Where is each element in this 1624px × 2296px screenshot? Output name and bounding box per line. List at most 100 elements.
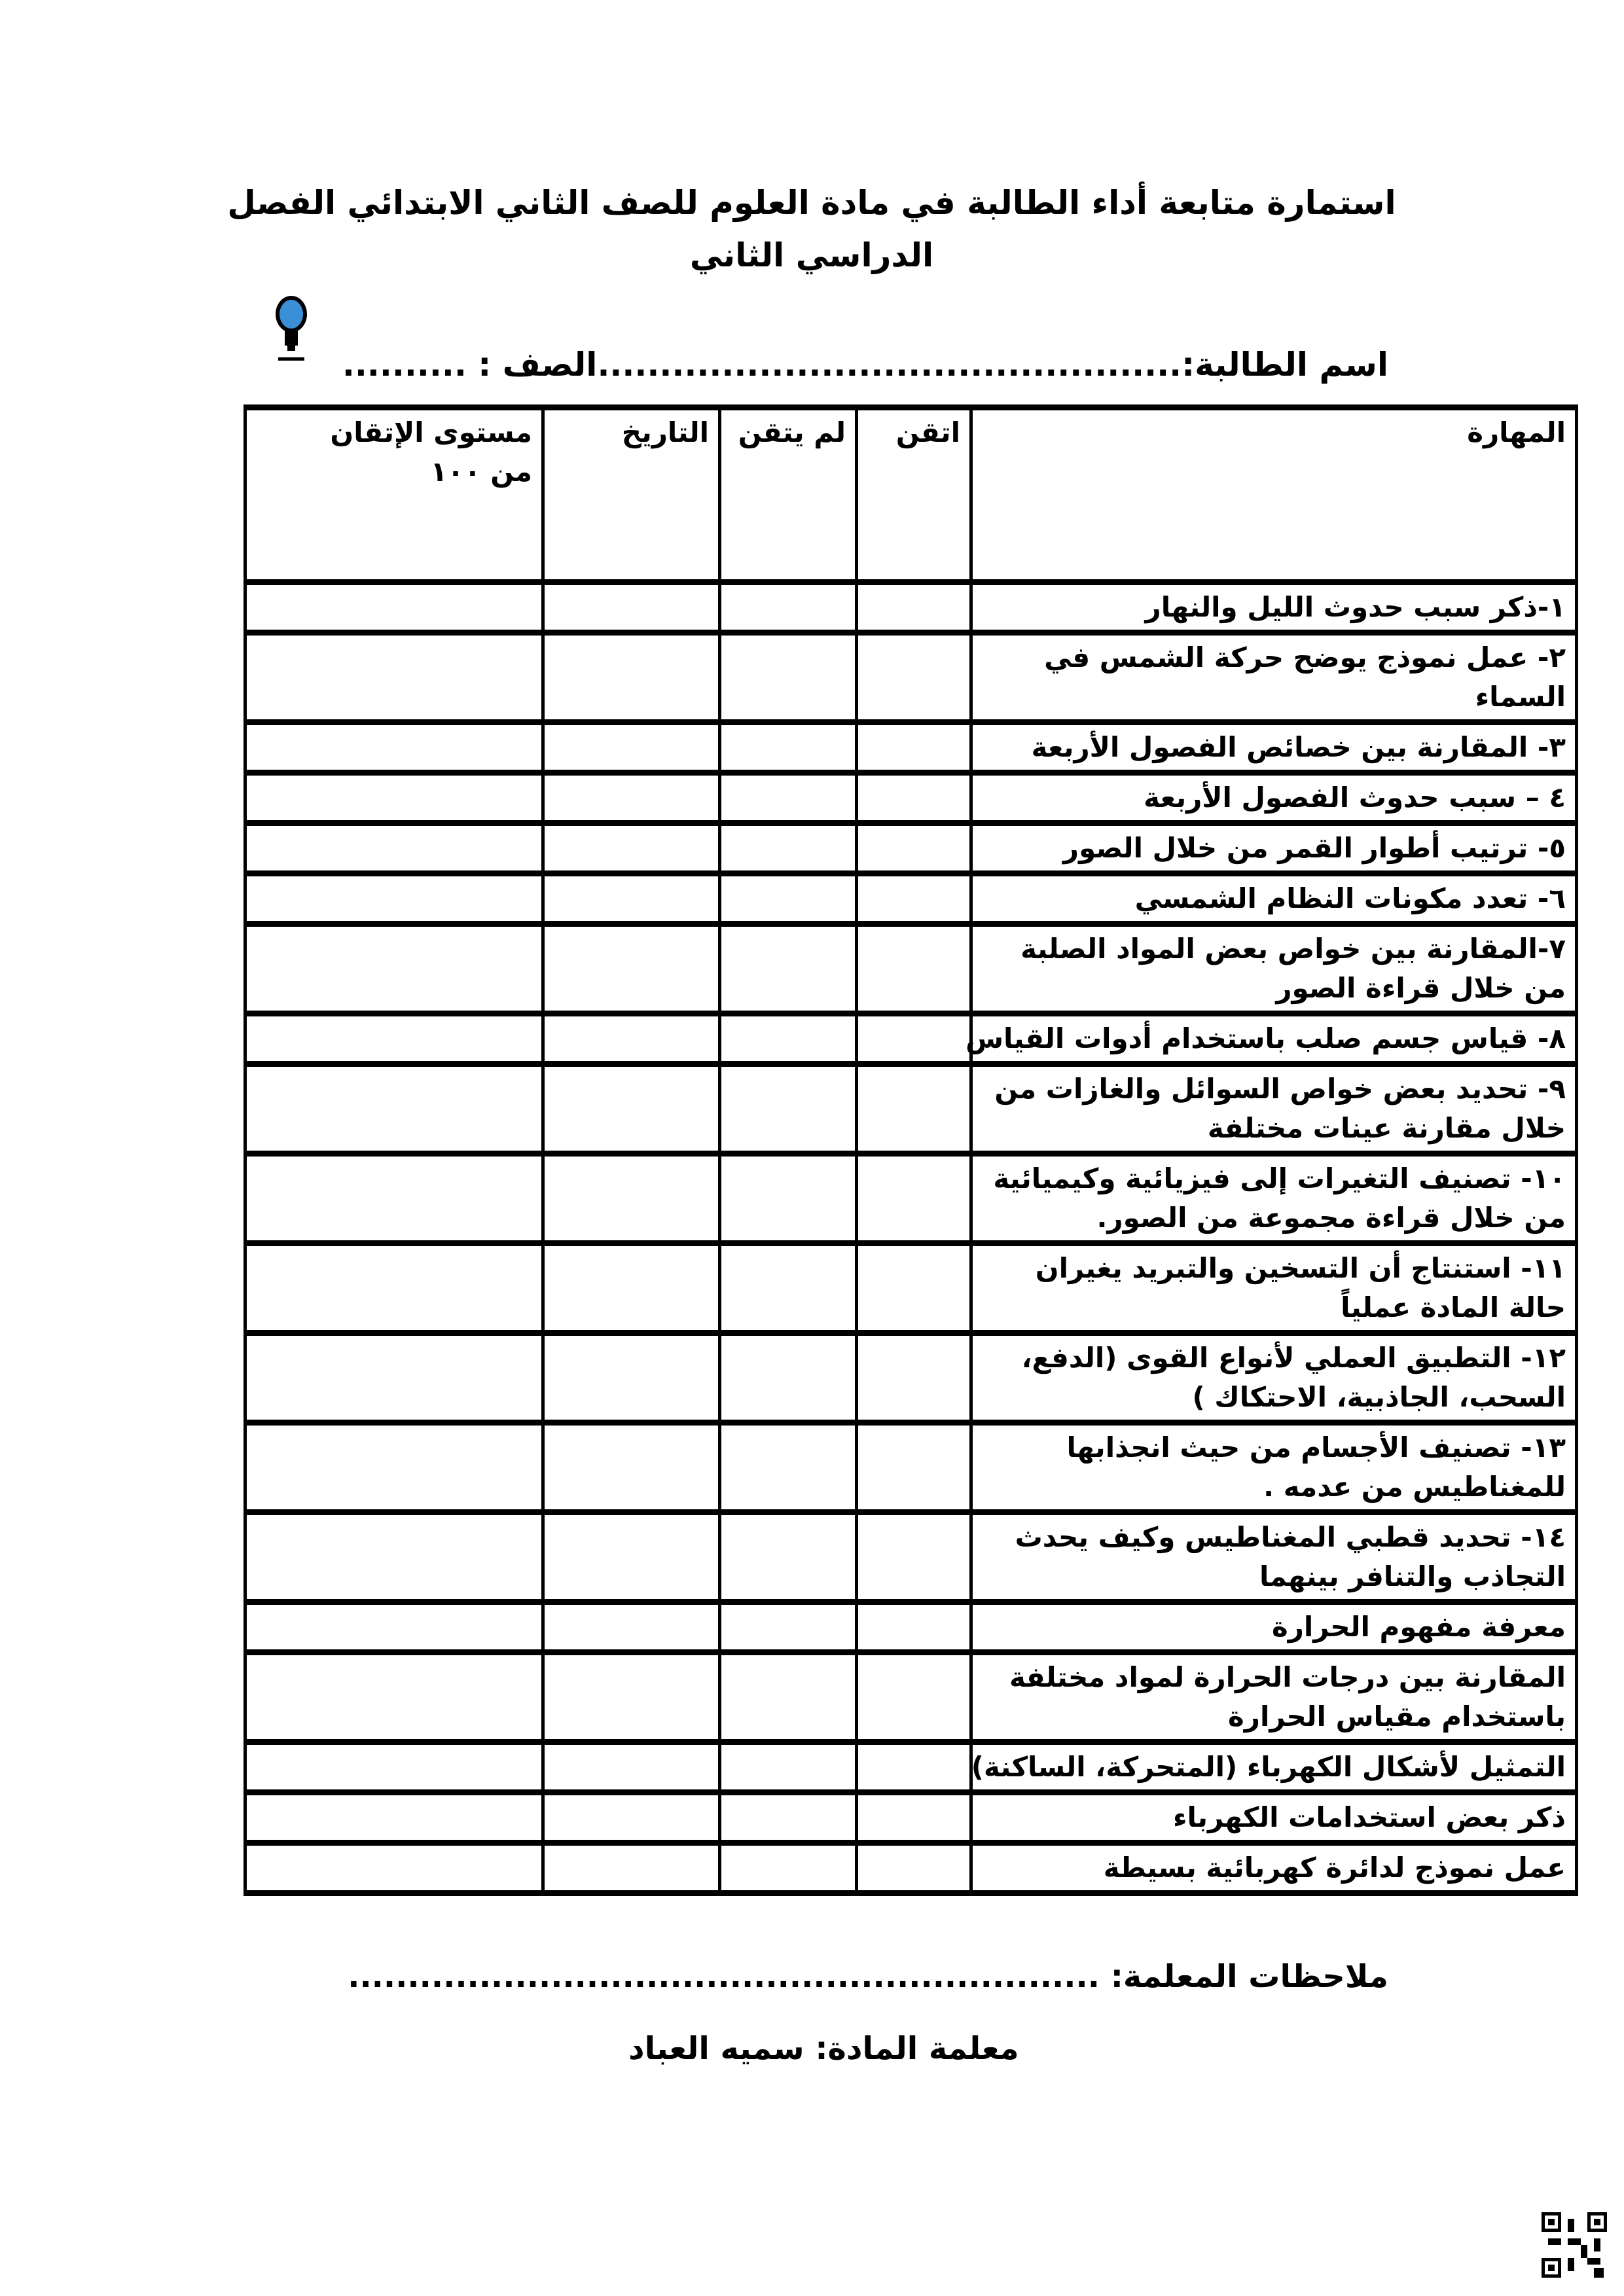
table-row: المقارنة بين درجات الحرارة لمواد مختلفة ب… [244,1649,1578,1745]
skill-text: من خلال قراءة مجموعة من الصور. [1096,1202,1566,1234]
not-mastered-cell[interactable] [718,579,858,636]
table-row: ١-ذكر سبب حدوث الليل والنهار [244,579,1578,636]
mastered-cell[interactable] [855,1840,973,1896]
not-mastered-cell[interactable] [718,1509,858,1605]
skill-text: ذكر بعض استخدامات الكهرباء [1173,1801,1566,1833]
date-cell[interactable] [541,719,721,776]
mastery-level-cell[interactable] [244,1240,545,1336]
skill-cell: عمل نموذج لدائرة كهربائية بسيطة [969,1840,1578,1896]
skill-cell: ١٤- تحديد قطبي المغناطيس وكيف يحدث التجاذ… [969,1509,1578,1605]
not-mastered-cell[interactable] [718,630,858,725]
mastered-cell[interactable] [855,870,973,927]
mastery-level-cell[interactable] [244,1789,545,1846]
date-cell[interactable] [541,1151,721,1246]
skill-cell: ١٢- التطبيق العملي لأنواع القوى (الدفع، ا… [969,1330,1578,1426]
mastered-cell[interactable] [855,1509,973,1605]
mastery-level-cell[interactable] [244,820,545,876]
date-cell[interactable] [541,1011,721,1067]
date-cell[interactable] [541,921,721,1016]
not-mastered-cell[interactable] [718,1649,858,1745]
skill-cell: ٦- تعدد مكونات النظام الشمسي [969,870,1578,927]
date-cell[interactable] [541,770,721,826]
date-cell[interactable] [541,1509,721,1605]
table-row: ٥- ترتيب أطوار القمر من خلال الصور [244,820,1578,876]
mastery-level-cell[interactable] [244,1840,545,1896]
not-mastered-cell[interactable] [718,1240,858,1336]
date-cell[interactable] [541,630,721,725]
not-mastered-cell[interactable] [718,719,858,776]
skill-text: باستخدام مقياس الحرارة [1228,1700,1566,1732]
table-row: ١٤- تحديد قطبي المغناطيس وكيف يحدث التجاذ… [244,1509,1578,1605]
table-row: ٢- عمل نموذج يوضح حركة الشمس في السماء [244,630,1578,725]
mastery-level-cell[interactable] [244,630,545,725]
date-cell[interactable] [541,1739,721,1795]
header-date: التاريخ [541,404,721,585]
class-field[interactable]: .......... [342,346,467,384]
student-name-field[interactable]: ........................................… [597,346,1182,384]
mastery-level-cell[interactable] [244,1151,545,1246]
mastered-cell[interactable] [855,1061,973,1157]
date-cell[interactable] [541,1061,721,1157]
date-cell[interactable] [541,1840,721,1896]
mastered-cell[interactable] [855,1599,973,1655]
mastery-level-cell[interactable] [244,1420,545,1515]
mastery-level-cell[interactable] [244,1599,545,1655]
mastered-cell[interactable] [855,1649,973,1745]
mastery-level-cell[interactable] [244,1649,545,1745]
mastered-cell[interactable] [855,820,973,876]
mastery-level-cell[interactable] [244,719,545,776]
mastered-cell[interactable] [855,1420,973,1515]
mastered-cell[interactable] [855,921,973,1016]
mastery-level-cell[interactable] [244,921,545,1016]
student-name-label: اسم الطالبة: [1182,346,1388,384]
not-mastered-cell[interactable] [718,1840,858,1896]
date-cell[interactable] [541,579,721,636]
skill-cell: ٤ – سبب حدوث الفصول الأربعة [969,770,1578,826]
mastered-cell[interactable] [855,1330,973,1426]
mastery-level-cell[interactable] [244,1011,545,1067]
not-mastered-cell[interactable] [718,921,858,1016]
date-cell[interactable] [541,1330,721,1426]
mastered-cell[interactable] [855,770,973,826]
mastery-level-cell[interactable] [244,1330,545,1426]
mastered-cell[interactable] [855,630,973,725]
mastery-level-cell[interactable] [244,579,545,636]
not-mastered-cell[interactable] [718,1011,858,1067]
not-mastered-cell[interactable] [718,1061,858,1157]
mastered-cell[interactable] [855,1011,973,1067]
table-row: ١٢- التطبيق العملي لأنواع القوى (الدفع، ا… [244,1330,1578,1426]
date-cell[interactable] [541,1649,721,1745]
mastery-level-cell[interactable] [244,870,545,927]
not-mastered-cell[interactable] [718,820,858,876]
class-label: الصف : [478,346,598,384]
not-mastered-cell[interactable] [718,770,858,826]
mastery-level-cell[interactable] [244,1739,545,1795]
mastered-cell[interactable] [855,1151,973,1246]
mastery-level-cell[interactable] [244,770,545,826]
mastery-level-cell[interactable] [244,1509,545,1605]
date-cell[interactable] [541,1420,721,1515]
mastered-cell[interactable] [855,1240,973,1336]
notes-field[interactable]: ........................................… [348,1958,1100,1995]
date-cell[interactable] [541,1240,721,1336]
skill-text: المقارنة بين درجات الحرارة لمواد مختلفة [1009,1661,1566,1693]
mastery-level-cell[interactable] [244,1061,545,1157]
not-mastered-cell[interactable] [718,1151,858,1246]
not-mastered-cell[interactable] [718,1789,858,1846]
date-cell[interactable] [541,820,721,876]
date-cell[interactable] [541,1789,721,1846]
skill-text: ١٤- تحديد قطبي المغناطيس وكيف يحدث [1015,1521,1566,1553]
mastered-cell[interactable] [855,719,973,776]
not-mastered-cell[interactable] [718,870,858,927]
skill-text: معرفة مفهوم الحرارة [1271,1611,1566,1643]
skill-text: ١٠- تصنيف التغيرات إلى فيزيائية وكيميائي… [993,1162,1566,1194]
not-mastered-cell[interactable] [718,1420,858,1515]
not-mastered-cell[interactable] [718,1330,858,1426]
mastered-cell[interactable] [855,1789,973,1846]
mastered-cell[interactable] [855,579,973,636]
not-mastered-cell[interactable] [718,1739,858,1795]
mastered-cell[interactable] [855,1739,973,1795]
date-cell[interactable] [541,1599,721,1655]
not-mastered-cell[interactable] [718,1599,858,1655]
date-cell[interactable] [541,870,721,927]
